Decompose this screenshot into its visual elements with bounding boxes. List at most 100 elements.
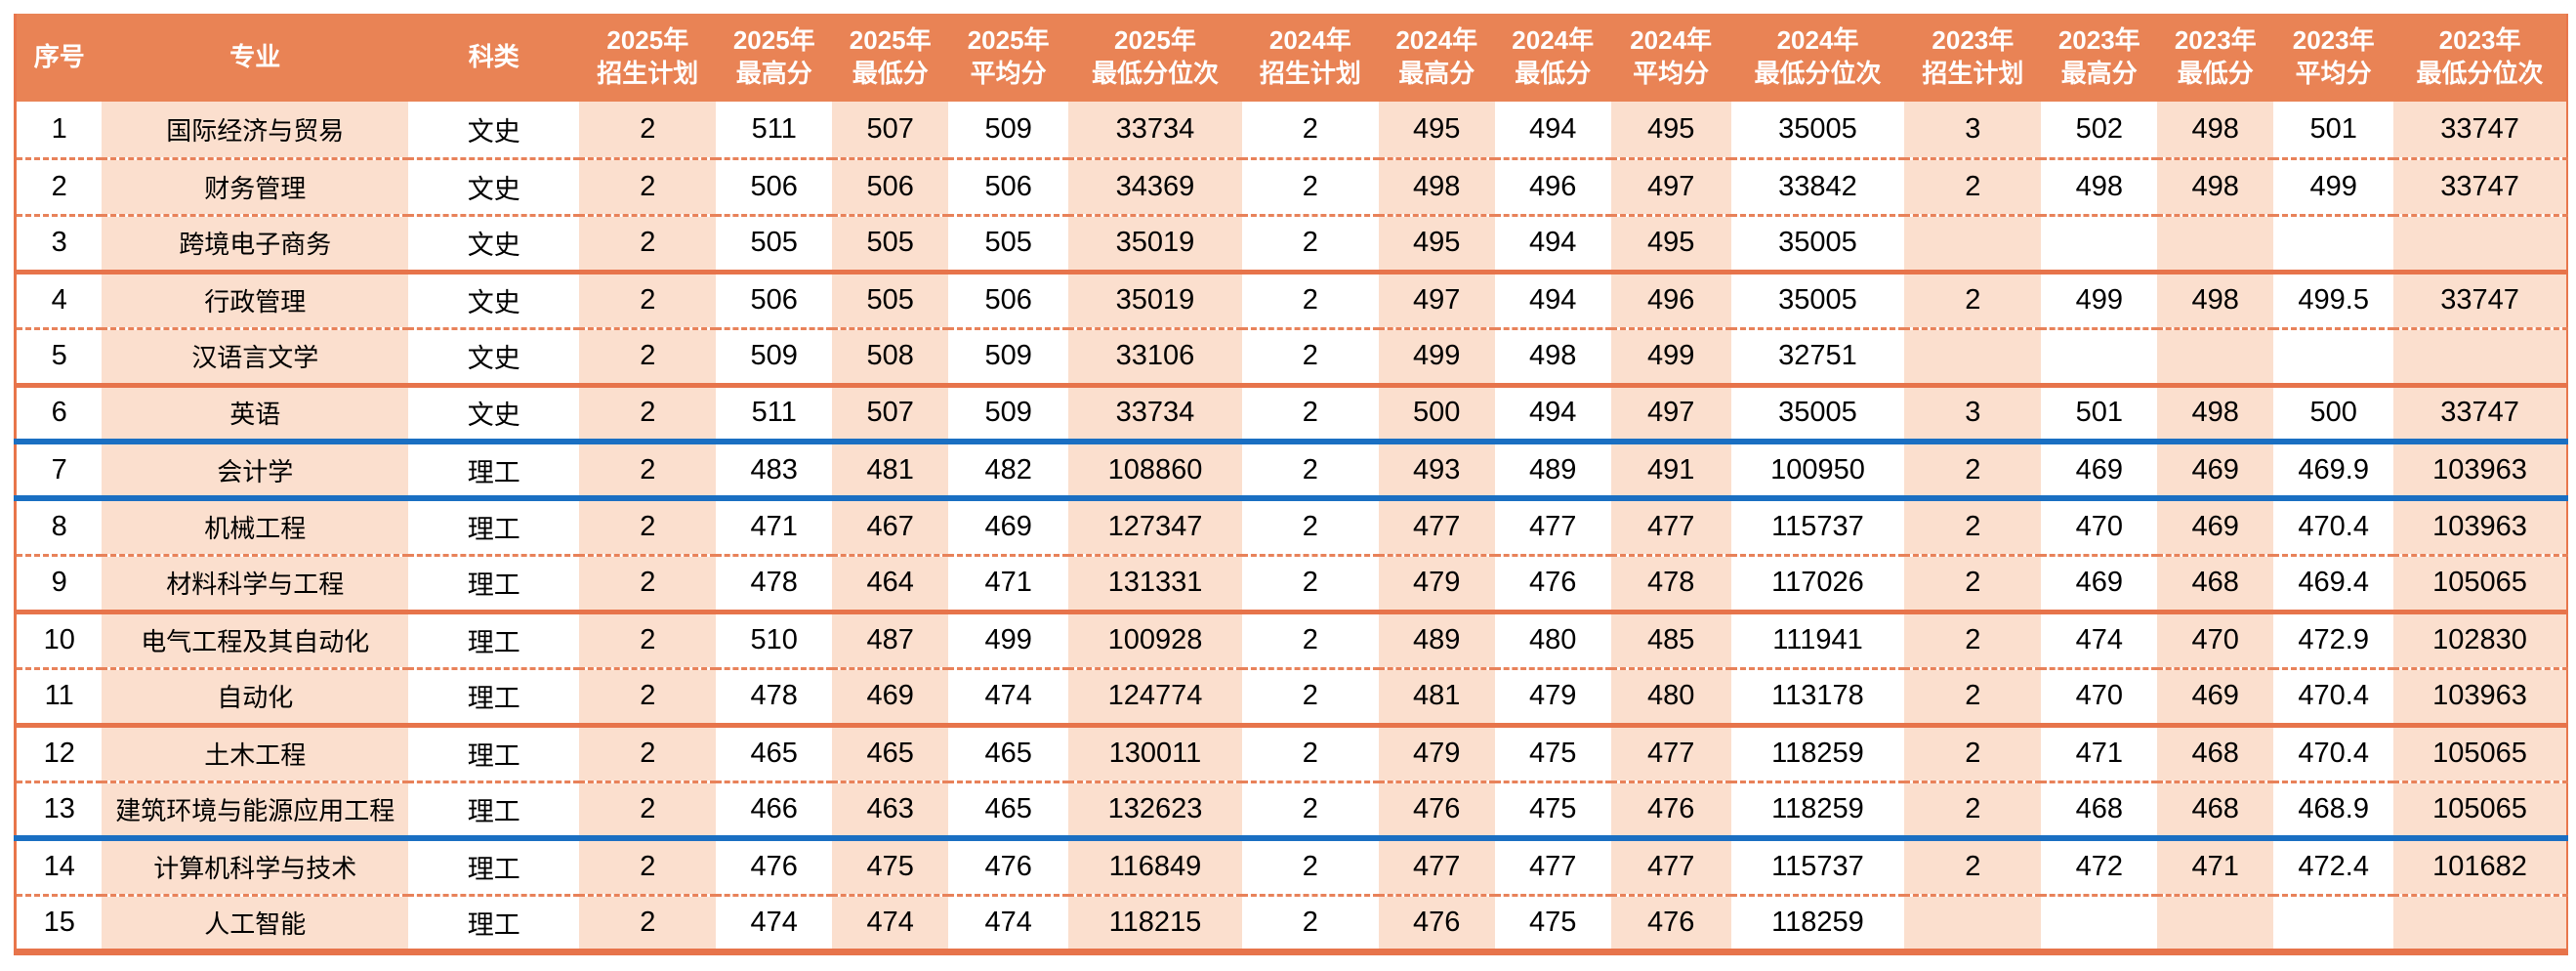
cell-y2025_plan: 2 bbox=[579, 668, 717, 728]
cell-y2023_min: 498 bbox=[2157, 158, 2274, 217]
cell-y2024_max: 476 bbox=[1378, 781, 1495, 841]
cell-y2025_max: 511 bbox=[716, 385, 833, 444]
column-header-line: 最低分位次 bbox=[1091, 59, 1219, 88]
cell-y2024_min: 480 bbox=[1494, 612, 1611, 670]
cell-y2024_max: 495 bbox=[1378, 215, 1495, 274]
cell-y2023_max: 470 bbox=[2041, 498, 2158, 557]
column-header-line: 2025年 bbox=[1114, 25, 1196, 56]
column-header-y2023_avg: 2023年 平均分 bbox=[2273, 14, 2394, 102]
cell-y2023_min bbox=[2157, 328, 2274, 388]
cell-y2023_max: 498 bbox=[2041, 158, 2158, 217]
cell-y2025_avg: 469 bbox=[948, 498, 1069, 557]
cell-major: 跨境电子商务 bbox=[102, 215, 409, 274]
table-row: 10 电气工程及其自动化 理工 2 510 487 499 100928 2 489 480 485 1… bbox=[15, 612, 2567, 670]
cell-y2023_min: 468 bbox=[2157, 781, 2274, 841]
cell-y2023_plan bbox=[1904, 215, 2042, 274]
column-header-y2025_rank: 2025年最低分位次 bbox=[1068, 14, 1242, 102]
cell-y2023_max: 499 bbox=[2041, 272, 2158, 330]
cell-y2025_min: 474 bbox=[832, 895, 949, 955]
column-header-major: 专业 bbox=[102, 14, 409, 102]
cell-y2023_max: 469 bbox=[2041, 555, 2158, 614]
cell-y2023_avg: 468.9 bbox=[2273, 781, 2394, 841]
cell-y2023_min: 468 bbox=[2157, 555, 2274, 614]
cell-y2024_avg: 477 bbox=[1610, 498, 1731, 557]
cell-y2025_plan: 2 bbox=[579, 102, 717, 160]
cell-y2025_min: 465 bbox=[832, 725, 949, 783]
cell-y2023_max bbox=[2041, 895, 2158, 955]
cell-y2023_plan: 2 bbox=[1904, 498, 2042, 557]
cell-y2025_rank: 33106 bbox=[1068, 328, 1242, 388]
cell-y2023_rank: 103963 bbox=[2393, 442, 2567, 501]
cell-y2025_avg: 476 bbox=[948, 838, 1069, 897]
cell-y2025_rank: 35019 bbox=[1068, 215, 1242, 274]
cell-y2025_max: 478 bbox=[716, 555, 833, 614]
cell-y2024_min: 489 bbox=[1494, 442, 1611, 501]
cell-y2024_max: 497 bbox=[1378, 272, 1495, 330]
cell-y2023_max bbox=[2041, 215, 2158, 274]
cell-y2024_min: 494 bbox=[1494, 385, 1611, 444]
cell-y2023_min bbox=[2157, 215, 2274, 274]
cell-y2024_rank: 35005 bbox=[1730, 272, 1905, 330]
cell-y2024_max: 477 bbox=[1378, 498, 1495, 557]
cell-y2023_plan: 2 bbox=[1904, 272, 2042, 330]
cell-y2023_rank: 33747 bbox=[2393, 272, 2567, 330]
table-row: 7 会计学 理工 2 483 481 482 108860 2 493 489 491 100950 2 4… bbox=[15, 442, 2567, 501]
cell-y2023_plan: 2 bbox=[1904, 158, 2042, 217]
column-header-category: 科类 bbox=[408, 14, 580, 102]
cell-y2024_avg: 476 bbox=[1610, 895, 1731, 955]
cell-y2023_avg: 501 bbox=[2273, 102, 2394, 160]
cell-y2024_avg: 496 bbox=[1610, 272, 1731, 330]
column-header-line: 2023年 bbox=[2174, 25, 2257, 56]
cell-y2024_rank: 118259 bbox=[1730, 725, 1905, 783]
cell-y2025_min: 505 bbox=[832, 215, 949, 274]
column-header-line: 最低分 bbox=[2177, 59, 2254, 88]
cell-y2024_max: 481 bbox=[1378, 668, 1495, 728]
cell-y2025_plan: 2 bbox=[579, 781, 717, 841]
cell-y2023_avg: 470.4 bbox=[2273, 725, 2394, 783]
cell-y2025_plan: 2 bbox=[579, 442, 717, 501]
table-row: 14 计算机科学与技术 理工 2 476 475 476 116849 2 477 477 477 11… bbox=[15, 838, 2567, 897]
cell-y2023_avg: 472.4 bbox=[2273, 838, 2394, 897]
cell-y2024_plan: 2 bbox=[1241, 328, 1379, 388]
cell-y2024_rank: 33842 bbox=[1730, 158, 1905, 217]
cell-index: 4 bbox=[15, 272, 103, 330]
column-header-line: 2024年 bbox=[1630, 25, 1713, 56]
cell-category: 理工 bbox=[408, 895, 580, 955]
cell-y2024_min: 496 bbox=[1494, 158, 1611, 217]
cell-y2025_max: 510 bbox=[716, 612, 833, 670]
cell-y2024_plan: 2 bbox=[1241, 555, 1379, 614]
cell-y2023_max: 501 bbox=[2041, 385, 2158, 444]
cell-y2025_min: 467 bbox=[832, 498, 949, 557]
cell-y2024_min: 494 bbox=[1494, 272, 1611, 330]
cell-y2024_avg: 485 bbox=[1610, 612, 1731, 670]
header-row: 序号 专业 科类 2025年 招生计划 2025年 最高分 2025年 最低分 2025年 平均分 2… bbox=[15, 14, 2567, 102]
cell-y2023_rank: 33747 bbox=[2393, 385, 2567, 444]
cell-major: 英语 bbox=[102, 385, 409, 444]
column-header-line: 2025年 bbox=[967, 25, 1050, 56]
cell-y2025_plan: 2 bbox=[579, 272, 717, 330]
cell-y2023_max: 471 bbox=[2041, 725, 2158, 783]
column-header-y2024_avg: 2024年 平均分 bbox=[1610, 14, 1731, 102]
cell-y2023_rank: 105065 bbox=[2393, 781, 2567, 841]
cell-y2025_rank: 33734 bbox=[1068, 102, 1242, 160]
column-header-y2024_min: 2024年 最低分 bbox=[1494, 14, 1611, 102]
cell-y2025_rank: 124774 bbox=[1068, 668, 1242, 728]
column-header-y2023_max: 2023年 最高分 bbox=[2041, 14, 2158, 102]
table-row: 12 土木工程 理工 2 465 465 465 130011 2 479 475 477 118259… bbox=[15, 725, 2567, 783]
cell-y2023_rank bbox=[2393, 895, 2567, 955]
column-header-line: 序号 bbox=[33, 42, 85, 72]
cell-index: 1 bbox=[15, 102, 103, 160]
cell-y2025_min: 464 bbox=[832, 555, 949, 614]
cell-y2023_rank: 103963 bbox=[2393, 668, 2567, 728]
cell-major: 汉语言文学 bbox=[102, 328, 409, 388]
cell-y2024_plan: 2 bbox=[1241, 385, 1379, 444]
column-header-line: 最高分 bbox=[735, 59, 812, 88]
cell-y2024_plan: 2 bbox=[1241, 102, 1379, 160]
table-row: 9 材料科学与工程 理工 2 478 464 471 131331 2 479 476 478 1170… bbox=[15, 555, 2567, 614]
cell-y2023_rank: 101682 bbox=[2393, 838, 2567, 897]
column-header-index: 序号 bbox=[15, 14, 103, 102]
cell-y2024_avg: 495 bbox=[1610, 102, 1731, 160]
cell-category: 文史 bbox=[408, 272, 580, 330]
cell-major: 材料科学与工程 bbox=[102, 555, 409, 614]
cell-y2025_avg: 499 bbox=[948, 612, 1069, 670]
